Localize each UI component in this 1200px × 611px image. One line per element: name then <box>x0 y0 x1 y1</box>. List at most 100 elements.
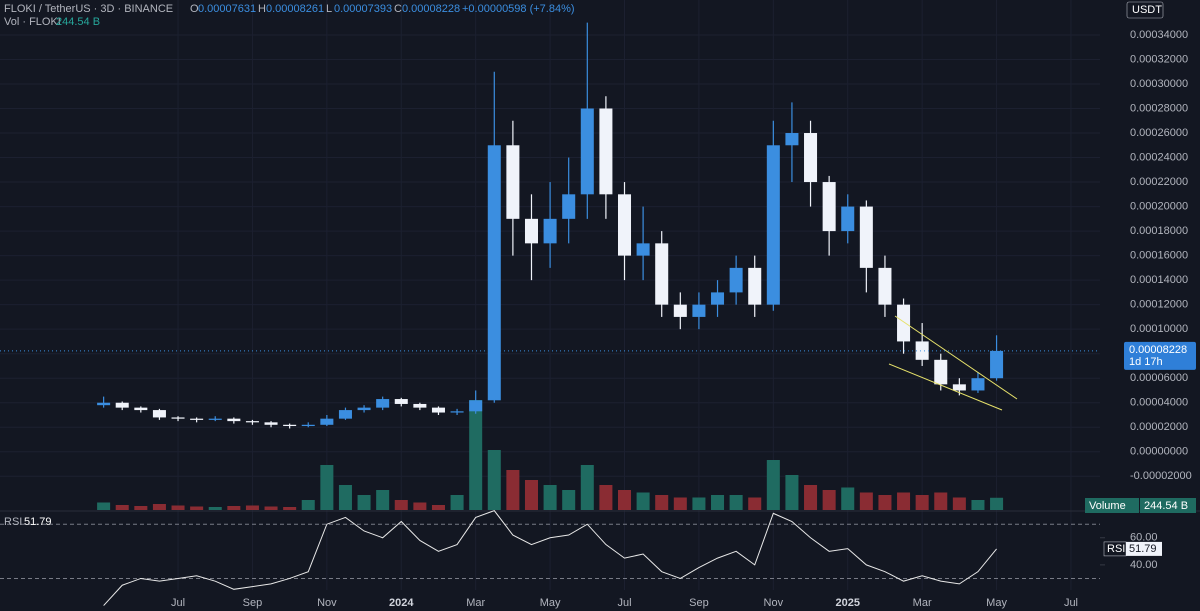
volume-bar <box>115 505 129 510</box>
y-tick-label: 0.00002000 <box>1130 421 1188 433</box>
candle-body <box>580 108 594 195</box>
symbol-title: FLOKI / TetherUS · 3D · BINANCE <box>4 3 173 15</box>
candle-body <box>320 418 334 425</box>
volume-name-box <box>1085 498 1139 513</box>
candle-body <box>487 145 501 401</box>
volume-bar <box>190 506 204 510</box>
volume-bar <box>617 490 632 510</box>
candle-body <box>264 422 278 425</box>
candle-body <box>934 359 948 385</box>
ohlc-value: 0.00007631 <box>198 3 256 15</box>
rsi-title-value: 51.79 <box>24 516 52 528</box>
volume-bar <box>580 465 594 510</box>
ohlc-value: 0.00008261 <box>266 3 324 15</box>
x-tick-label: Sep <box>243 597 263 609</box>
candle-body <box>971 378 985 391</box>
x-tick-label: Mar <box>466 597 485 609</box>
volume-bar <box>748 497 762 510</box>
volume-bar <box>915 495 929 510</box>
candle-body <box>711 292 725 305</box>
candle-body <box>413 403 427 408</box>
wedge-upper <box>894 315 1018 400</box>
candle-body <box>190 418 204 420</box>
ohlc-label: H <box>258 3 266 15</box>
ohlc-label: L <box>326 3 332 15</box>
y-tick-label: 0.00012000 <box>1130 299 1188 311</box>
candle-body <box>562 194 576 219</box>
volume-bar <box>766 460 780 510</box>
volume-bar <box>264 506 278 510</box>
volume-bar <box>655 495 669 510</box>
volume-bar <box>990 497 1004 510</box>
y-tick-label: -0.00002000 <box>1130 470 1192 482</box>
candle-body <box>785 133 799 146</box>
rsi-tick-label: 60.00 <box>1130 532 1158 544</box>
x-tick-label: Jul <box>617 597 631 609</box>
y-tick-label: 0.00034000 <box>1130 29 1188 41</box>
candle-body <box>673 304 687 317</box>
volume-bar <box>859 492 873 510</box>
volume-pane <box>97 400 1004 510</box>
candle-body <box>748 267 762 305</box>
candle-body <box>506 145 520 219</box>
price-pane <box>97 22 1004 429</box>
candle-body <box>245 421 259 423</box>
candle-body <box>152 410 166 418</box>
volume-bar <box>413 502 427 510</box>
volume-bar <box>97 502 111 510</box>
volume-bar <box>357 495 371 510</box>
ohlc-label: C <box>394 3 402 15</box>
y-tick-label: 0.00006000 <box>1130 372 1188 384</box>
volume-bar <box>338 485 352 510</box>
candle-body <box>915 341 929 360</box>
rsi-line <box>103 510 997 606</box>
candle-body <box>952 384 966 391</box>
volume-value: 244.54 B <box>1144 500 1188 512</box>
candle-body <box>524 218 539 244</box>
volume-bar <box>952 497 966 510</box>
candle-body <box>338 410 352 419</box>
rsi-name: RSI <box>1107 543 1125 555</box>
y-tick-label: 0.00016000 <box>1130 250 1188 262</box>
axes: -0.00002000 0.00000000 0.00002000 0.0000400… <box>0 29 1196 609</box>
x-tick-label: Nov <box>764 597 784 609</box>
y-tick-label: 0.00004000 <box>1130 397 1188 409</box>
rsi-value: 51.79 <box>1129 543 1157 555</box>
x-tick-label: Nov <box>317 597 337 609</box>
volume-bar <box>804 485 818 510</box>
volume-value-box <box>1140 498 1196 513</box>
x-tick-label: May <box>540 597 561 609</box>
candle-body <box>766 145 780 305</box>
volume-bar <box>822 490 836 510</box>
x-tick-label: Jul <box>1064 597 1078 609</box>
candle-body <box>599 108 613 195</box>
candle-body <box>804 133 818 183</box>
volume-bar <box>785 475 799 510</box>
y-tick-label: 0.00028000 <box>1130 102 1188 114</box>
volume-bar <box>301 500 315 510</box>
volume-title: Vol · FLOKI <box>4 16 61 28</box>
ohlc-value: 0.00008228 <box>402 3 460 15</box>
candle-body <box>878 267 892 305</box>
rsi-tick-label: 40.00 <box>1130 559 1158 571</box>
last-price: 0.00008228 <box>1129 344 1187 356</box>
currency-box <box>1126 1 1164 19</box>
header: FLOKI / TetherUS · 3D · BINANCE Vol · FL… <box>4 3 575 28</box>
volume-bar <box>227 506 241 510</box>
y-tick-label: 0.00030000 <box>1130 78 1188 90</box>
wedge-lower <box>888 363 1003 411</box>
volume-bar <box>208 507 222 510</box>
volume-bar <box>394 500 408 510</box>
volume-bar <box>134 506 148 510</box>
volume-bar <box>636 492 650 510</box>
candle-body <box>543 218 557 244</box>
y-tick-label: 0.00000000 <box>1130 446 1188 458</box>
y-tick-label: 0.00024000 <box>1130 151 1188 163</box>
x-tick-label: May <box>986 597 1007 609</box>
candle-body <box>897 304 911 342</box>
volume-bar <box>673 497 687 510</box>
candle-body <box>208 418 222 420</box>
candle-body <box>636 243 650 256</box>
ohlc-label: O <box>190 3 199 15</box>
